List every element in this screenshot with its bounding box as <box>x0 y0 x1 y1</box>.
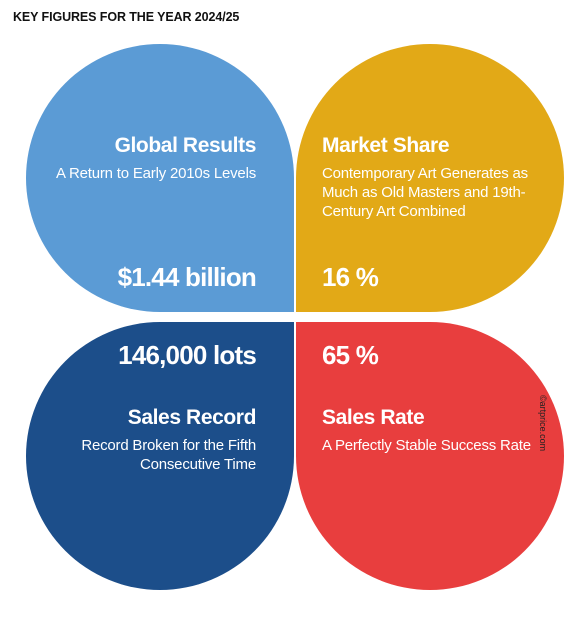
card-figure: 16 % <box>322 262 379 292</box>
market-share-card: Market Share Contemporary Art Generates … <box>296 44 564 312</box>
card-subtitle: Contemporary Art Generates as Much as Ol… <box>322 165 528 220</box>
card-figure: 146,000 lots <box>118 340 257 370</box>
page-title: KEY FIGURES FOR THE YEAR 2024/25 <box>13 10 240 24</box>
sales-record-card: 146,000 lots Sales Record Record Broken … <box>26 322 294 590</box>
card-title: Global Results <box>114 134 257 157</box>
sales-rate-card: 65 % Sales Rate A Perfectly Stable Succe… <box>296 322 564 590</box>
copyright-credit: ©artprice.com <box>538 395 548 452</box>
card-title: Sales Record <box>127 406 257 429</box>
card-subtitle: A Perfectly Stable Success Rate <box>322 437 531 454</box>
global-results-card: Global Results A Return to Early 2010s L… <box>26 44 294 312</box>
card-subtitle: Record Broken for the Fifth Consecutive … <box>81 437 256 473</box>
card-subtitle: A Return to Early 2010s Levels <box>56 165 256 182</box>
card-figure: $1.44 billion <box>117 262 257 292</box>
card-title: Sales Rate <box>322 406 425 429</box>
card-title: Market Share <box>322 134 450 157</box>
card-figure: 65 % <box>322 340 379 370</box>
